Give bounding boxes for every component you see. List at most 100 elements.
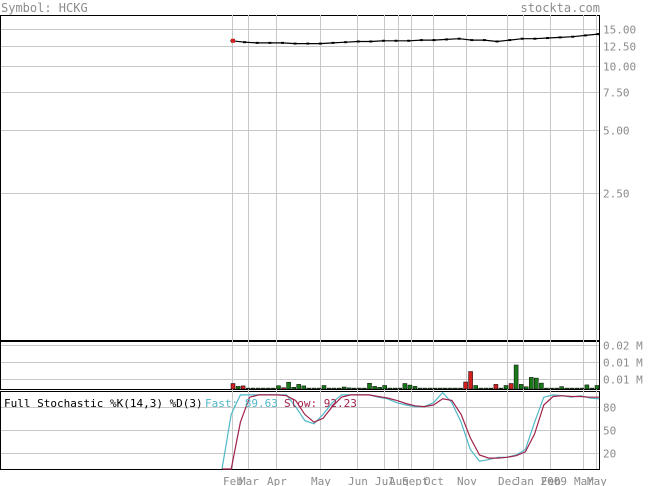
volume-bar — [539, 382, 544, 390]
volume-bar — [574, 387, 580, 390]
price-axis-labels: 15.00 12.50 10.00 7.50 5.00 2.50 — [603, 24, 636, 201]
panel-frame-0 — [0, 15, 600, 341]
volume-bar — [559, 386, 564, 390]
price-point — [381, 39, 385, 42]
price-point — [356, 40, 360, 43]
fast-stochastic-line — [221, 391, 600, 470]
price-tick-label: 12.50 — [603, 41, 636, 54]
price-point — [495, 40, 499, 43]
volume-bar — [422, 387, 428, 390]
price-point — [482, 39, 486, 42]
price-point — [596, 33, 600, 36]
price-tick-label: 10.00 — [603, 61, 636, 74]
volume-bar — [432, 387, 438, 390]
slow-stochastic-line — [222, 394, 599, 470]
volume-bar — [382, 385, 387, 390]
volume-bar — [352, 387, 357, 390]
volume-bar — [326, 387, 332, 390]
price-point — [280, 41, 284, 44]
stochastic-tick-label: 80 — [603, 402, 616, 415]
volume-bar — [503, 385, 509, 390]
volume-bar — [473, 385, 478, 390]
x-tick-label: Nov — [457, 475, 477, 486]
site-link[interactable]: stockta.com — [520, 1, 600, 15]
price-point — [432, 39, 436, 42]
price-point — [533, 37, 537, 40]
price-point — [306, 42, 310, 45]
volume-bar — [549, 387, 554, 390]
volume-bar — [286, 381, 291, 390]
volume-bar — [554, 387, 559, 390]
volume-bar — [306, 387, 312, 390]
volume-bar — [372, 386, 377, 390]
x-tick-label: Dec — [498, 475, 518, 486]
volume-bar — [296, 384, 301, 390]
price-point — [457, 37, 461, 40]
volume-bar — [281, 387, 286, 390]
price-point — [520, 37, 524, 40]
volume-bar — [594, 385, 600, 390]
volume-bar — [240, 385, 246, 390]
volume-bar — [261, 387, 266, 390]
vertical-gridlines — [232, 15, 597, 469]
volume-tick-label: 0.02 M — [603, 340, 643, 353]
volume-bar — [357, 387, 362, 390]
x-tick-label: Feb — [223, 475, 243, 486]
x-tick-label: Jul — [375, 475, 395, 486]
volume-bar — [235, 386, 241, 390]
volume-bar — [518, 384, 524, 390]
volume-bar — [579, 387, 585, 390]
volume-bar — [463, 381, 468, 390]
volume-bar — [448, 387, 453, 390]
volume-bar — [276, 385, 281, 390]
volume-bar — [529, 377, 534, 390]
x-tick-label: Feb — [541, 475, 561, 486]
volume-gridlines — [1, 345, 599, 380]
x-tick-label: May — [587, 475, 607, 486]
volume-bar — [534, 377, 539, 390]
stochastic-tick-label: 50 — [603, 425, 616, 438]
volume-bar — [488, 387, 494, 390]
price-point — [558, 36, 562, 39]
price-gridlines — [1, 29, 599, 194]
volume-bar — [311, 387, 317, 390]
stochastic-title: Full Stochastic %K(14,3) %D(3) — [4, 397, 203, 410]
volume-bar — [438, 387, 443, 390]
price-tick-label: 7.50 — [603, 87, 630, 100]
symbol-label: Symbol: HCKG — [1, 1, 88, 15]
x-tick-label: Sept — [402, 475, 429, 486]
price-point — [255, 41, 259, 44]
volume-tick-label: 0.01 M — [603, 374, 643, 387]
price-point — [243, 41, 247, 44]
x-tick-label: Oct — [424, 475, 444, 486]
stochastic-tick-label: 20 — [603, 448, 616, 461]
volume-bar — [250, 387, 256, 390]
volume-axis-labels: 0.02 M 0.01 M 0.01 M — [603, 340, 643, 387]
x-tick-label: Jun — [348, 475, 368, 486]
price-point — [407, 39, 411, 42]
x-tick-label: Aug — [389, 475, 409, 486]
volume-bar — [498, 387, 504, 390]
volume-bar — [584, 384, 590, 390]
panel-frames — [0, 15, 600, 470]
volume-bar — [544, 387, 549, 390]
volume-bar — [387, 387, 392, 390]
price-tick-label: 5.00 — [603, 125, 630, 138]
volume-bar — [412, 386, 418, 390]
volume-bar — [523, 386, 529, 390]
price-point — [571, 35, 575, 38]
volume-bar — [589, 387, 595, 390]
volume-bar — [468, 371, 473, 390]
volume-bar — [417, 387, 423, 390]
volume-bar — [266, 387, 271, 390]
volume-bar — [564, 387, 569, 390]
stochastic-series — [221, 391, 600, 470]
volume-bar — [347, 387, 352, 390]
price-point — [470, 39, 474, 42]
volume-bar — [377, 387, 382, 390]
price-point — [546, 37, 550, 40]
panel-frame-1 — [0, 341, 600, 390]
x-tick-label: Mar — [239, 475, 259, 486]
